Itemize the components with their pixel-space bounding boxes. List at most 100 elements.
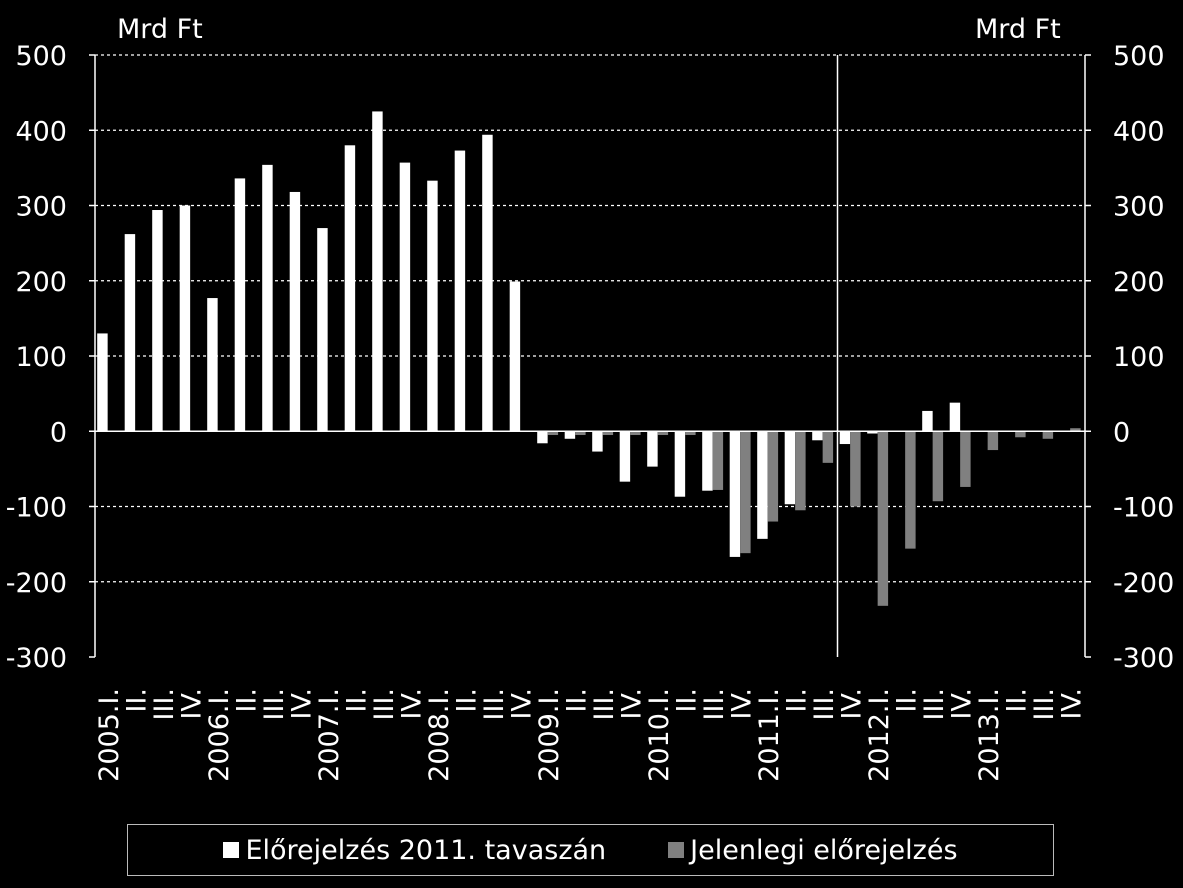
x-tick-label: III. — [259, 688, 290, 720]
bar-series1 — [702, 431, 713, 491]
legend-label-series1: Előrejelzés 2011. tavaszán — [245, 834, 607, 866]
x-tick-label: IV. — [836, 688, 867, 720]
bar-series2 — [932, 431, 944, 502]
x-tick-label: III. — [809, 688, 840, 720]
y-tick-label: -200 — [1113, 568, 1174, 599]
x-tick-label: IV. — [286, 688, 317, 720]
x-tick-label: II. — [121, 688, 152, 713]
y-tick-label: -300 — [1113, 643, 1174, 674]
y-tick-label: 300 — [1113, 192, 1165, 223]
x-tick-label: III. — [149, 688, 180, 720]
bar-series2 — [547, 431, 559, 436]
x-tick-label: IV. — [616, 688, 647, 720]
bar-series2 — [1070, 428, 1081, 432]
bar-series2 — [602, 431, 614, 436]
bar-series2 — [960, 431, 971, 487]
x-tick-label: 2011.I. — [754, 688, 785, 782]
y-tick-label: -100 — [6, 493, 67, 524]
bar-series1 — [262, 164, 273, 432]
bar-series2 — [767, 431, 779, 522]
bar-series1 — [124, 234, 136, 432]
x-tick-label: 2010.I. — [644, 688, 675, 782]
bar-series1 — [289, 191, 301, 432]
bar-series1 — [729, 431, 741, 557]
x-tick-label: III. — [919, 688, 950, 720]
bar-series1 — [482, 134, 493, 432]
y-tick-label: 200 — [1113, 267, 1165, 298]
bar-series1 — [784, 431, 796, 505]
bar-series1 — [207, 298, 218, 432]
x-tick-label: IV. — [176, 688, 207, 720]
y-tick-label: 500 — [15, 41, 67, 72]
legend-swatch-series1 — [223, 842, 240, 858]
y-axis-left: 500 400 300 200 100 0 -100 -200 -300 — [6, 41, 95, 674]
x-tick-label: 2007.I. — [314, 688, 345, 782]
y-tick-label: 200 — [15, 267, 67, 298]
bar-series1 — [564, 431, 576, 439]
bar-series2 — [657, 431, 669, 436]
bar-series1 — [812, 431, 823, 441]
bars — [97, 111, 1081, 606]
bar-series2 — [740, 431, 751, 554]
bar-series2 — [877, 431, 889, 606]
x-tick-label: 2013.I. — [974, 688, 1005, 782]
y-tick-label: 100 — [1113, 342, 1165, 373]
bar-series1 — [427, 180, 438, 432]
x-tick-label: II. — [231, 688, 262, 713]
bar-series2 — [630, 431, 641, 436]
bar-series1 — [592, 431, 603, 452]
x-tick-label: II. — [1001, 688, 1032, 713]
x-tick-label: 2006.I. — [204, 688, 235, 782]
x-tick-label: III. — [589, 688, 620, 720]
bar-series2 — [822, 431, 834, 463]
x-tick-label: 2008.I. — [424, 688, 455, 782]
y-axis-right: 500 400 300 200 100 0 -100 -200 -300 — [1085, 41, 1174, 674]
bar-series1 — [619, 431, 631, 482]
y-tick-label: 0 — [1113, 417, 1130, 448]
x-tick-label: III. — [699, 688, 730, 720]
x-tick-label: III. — [479, 688, 510, 720]
bar-series1 — [344, 145, 356, 432]
x-tick-label: III. — [1029, 688, 1060, 720]
x-tick-label: IV. — [726, 688, 757, 720]
x-tick-label: II. — [561, 688, 592, 713]
bar-series1 — [399, 162, 411, 432]
x-tick-label: IV. — [1056, 688, 1087, 720]
y-tick-label: 300 — [15, 192, 67, 223]
y-tick-label: 500 — [1113, 41, 1165, 72]
legend-item-series1: Előrejelzés 2011. tavaszán — [223, 835, 606, 866]
x-tick-label: II. — [671, 688, 702, 713]
axes — [94, 55, 1086, 657]
x-tick-label: II. — [781, 688, 812, 713]
bar-series1 — [949, 402, 961, 432]
x-axis-labels: 2005.I.II.III.IV.2006.I.II.III.IV.2007.I… — [94, 688, 1088, 782]
x-tick-label: II. — [891, 688, 922, 713]
bar-series2 — [1042, 431, 1054, 439]
y-tick-label: -200 — [6, 568, 67, 599]
y-tick-label: 100 — [15, 342, 67, 373]
x-tick-label: II. — [341, 688, 372, 713]
bar-series1 — [97, 333, 108, 432]
bar-series1 — [537, 431, 548, 444]
bar-series1 — [234, 178, 246, 432]
legend-item-series2: Jelenlegi előrejelzés — [668, 834, 958, 866]
y-tick-label: 400 — [1113, 116, 1165, 147]
bar-series1 — [839, 431, 851, 445]
y-tick-label: 0 — [50, 417, 67, 448]
x-tick-label: IV. — [506, 688, 537, 720]
x-tick-label: II. — [451, 688, 482, 713]
x-tick-label: 2012.I. — [864, 688, 895, 782]
bar-series2 — [685, 431, 696, 436]
bar-series1 — [922, 410, 933, 432]
x-tick-label: 2009.I. — [534, 688, 565, 782]
bar-series2 — [905, 431, 916, 549]
legend-label-series2: Jelenlegi előrejelzés — [690, 834, 958, 866]
bar-series1 — [647, 431, 658, 467]
bar-series2 — [712, 431, 724, 490]
bar-series2 — [987, 431, 999, 451]
bar-series1 — [179, 205, 191, 432]
bar-series1 — [867, 431, 878, 434]
bar-series1 — [317, 228, 328, 432]
y-tick-label: -300 — [6, 643, 67, 674]
y-tick-label: 400 — [15, 116, 67, 147]
